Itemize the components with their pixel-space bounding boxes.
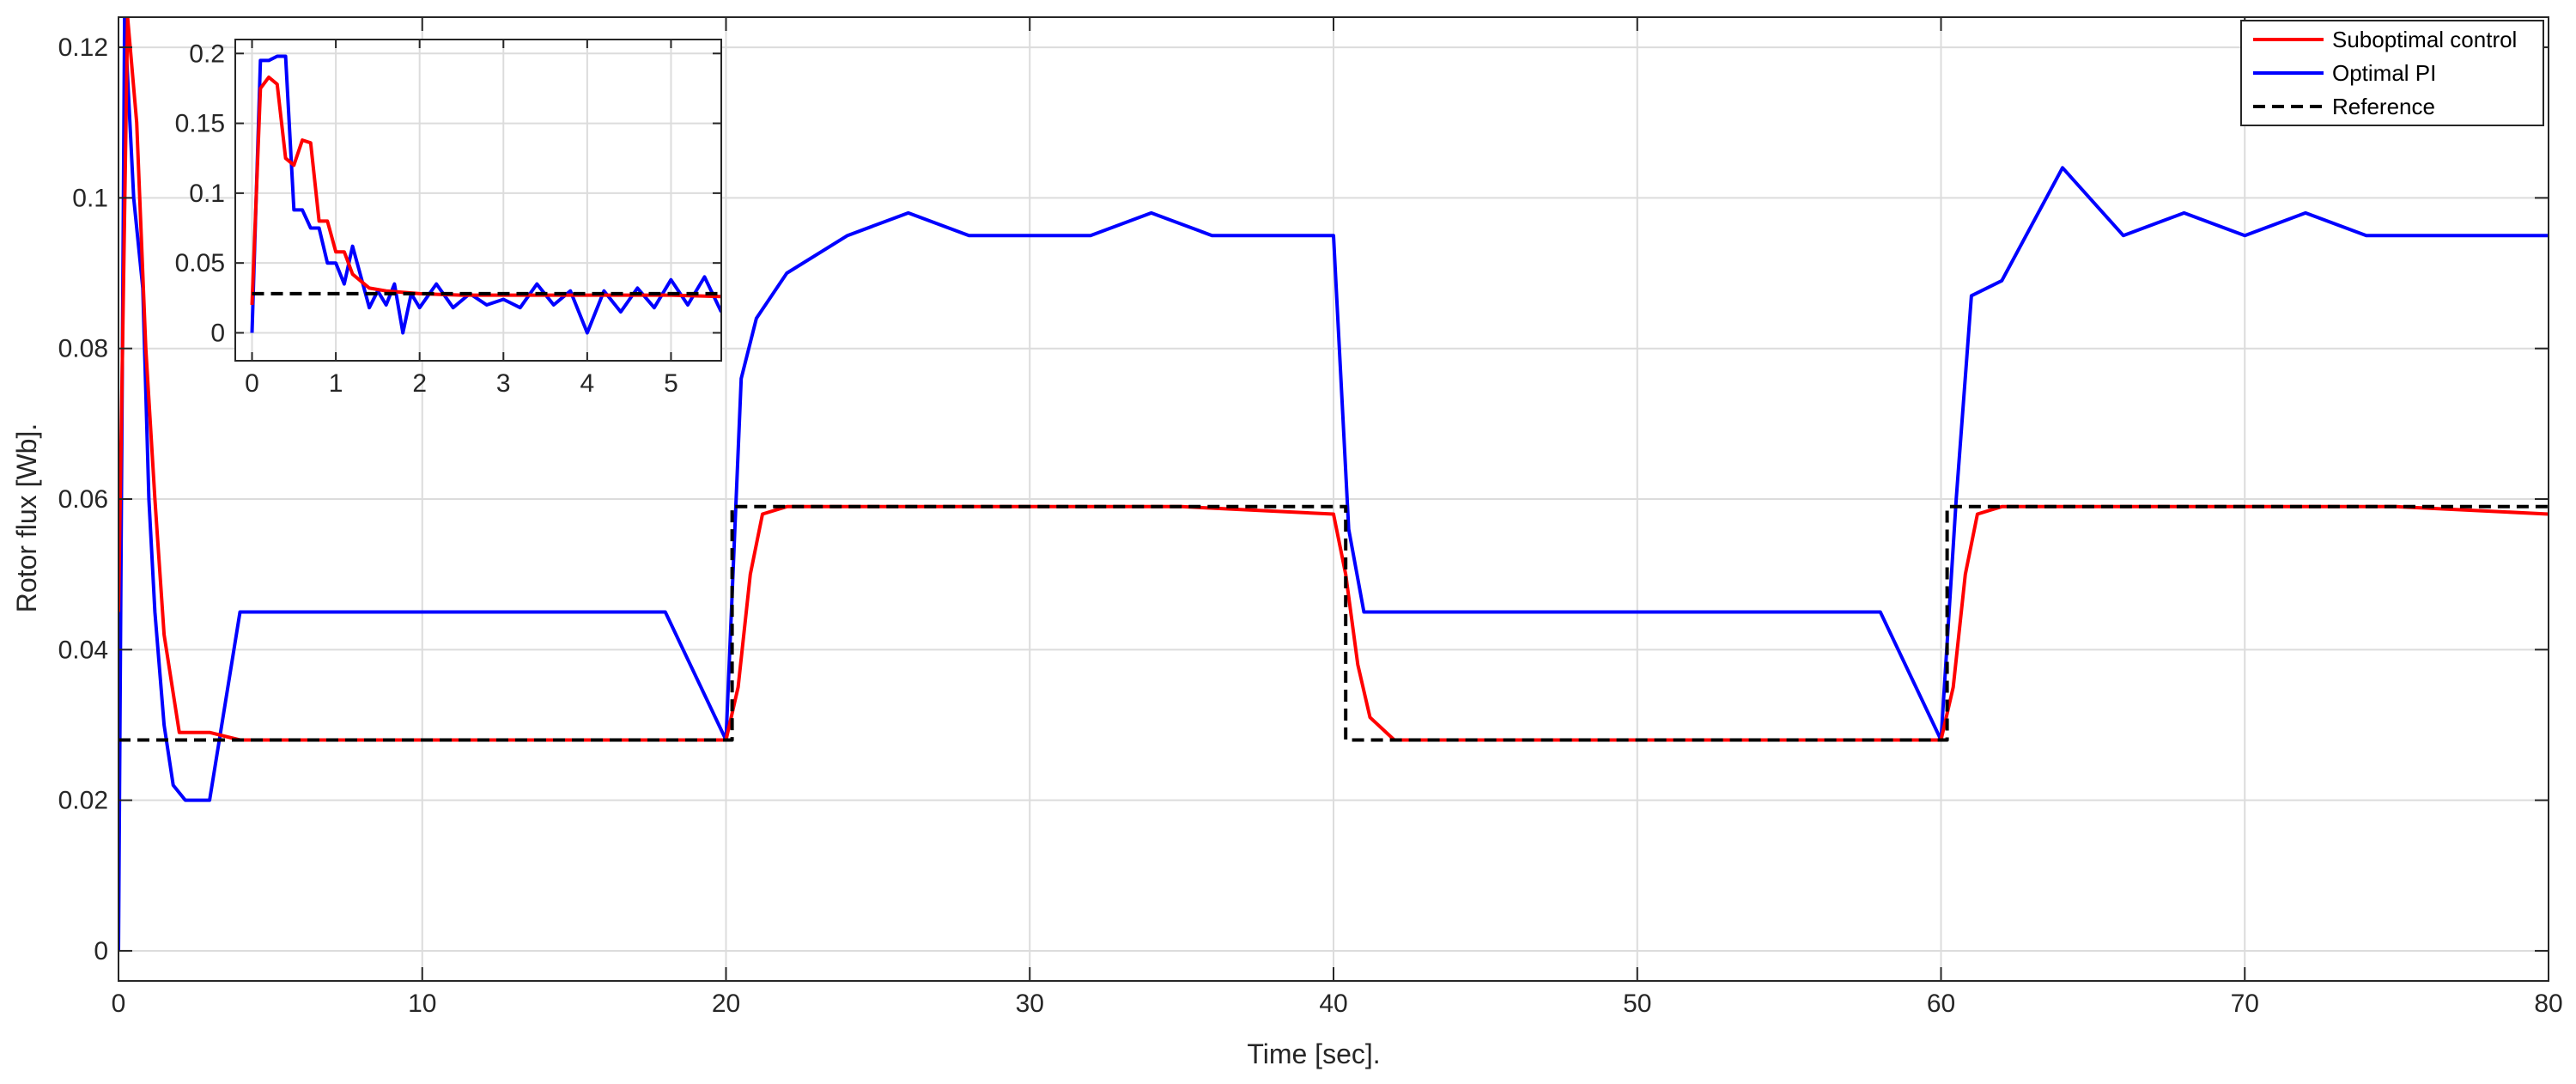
x-axis-label: Time [sec]. — [1247, 1038, 1380, 1069]
main-series-group — [118, 17, 2549, 951]
main-y-tick-label: 0.12 — [58, 33, 108, 62]
main-x-tick-label: 40 — [1319, 990, 1347, 1018]
inset-series-group — [250, 54, 721, 335]
main-x-tick-label: 60 — [1927, 990, 1955, 1018]
inset-y-tick-label: 0 — [210, 319, 225, 347]
inset-x-tick-label: 5 — [664, 369, 678, 398]
legend-label: Optimal PI — [2332, 60, 2436, 86]
inset-y-tick-label: 0.2 — [189, 40, 225, 68]
main-x-tick-label: 50 — [1623, 990, 1651, 1018]
inset-x-tick-label: 3 — [496, 369, 511, 398]
main-ticks: 0 10 20 30 40 50 60 70 8000.020.040.060.080.10.1… — [58, 17, 2563, 1018]
main-y-tick-label: 0.06 — [58, 485, 108, 514]
y-axis-label: Rotor flux [Wb]. — [11, 423, 42, 613]
legend: Suboptimal control Optimal PI Reference — [2240, 20, 2544, 126]
main-x-tick-label: 30 — [1016, 990, 1044, 1018]
main-y-tick-label: 0.02 — [58, 787, 108, 815]
inset-ticks: 0 1 2 3 4 5 0 0.05 0.1 0.15 0.2 — [175, 40, 721, 398]
inset-background — [235, 40, 721, 361]
inset-y-tick-label: 0.1 — [189, 180, 225, 208]
inset-plot-area: 0 1 2 3 4 5 0 0.05 0.1 0.15 0.2 — [175, 39, 722, 398]
main-x-tick-label: 10 — [408, 990, 436, 1018]
legend-label: Suboptimal control — [2332, 27, 2517, 52]
inset-plot-frame — [234, 39, 722, 362]
inset-x-tick-label: 0 — [245, 369, 259, 398]
main-x-tick-label: 70 — [2231, 990, 2259, 1018]
main-plot-area: 0 10 20 30 40 50 60 70 8000.020.040.060.080.10.1… — [58, 16, 2563, 1018]
inset-y-tick-label: 0.05 — [175, 249, 225, 277]
main-y-tick-label: 0.04 — [58, 636, 108, 664]
main-y-tick-label: 0.08 — [58, 335, 108, 363]
inset-y-tick-label: 0.15 — [175, 110, 225, 138]
main-x-tick-label: 0 — [112, 990, 126, 1018]
main-series-line-2 — [118, 504, 2549, 742]
main-y-tick-label: 0 — [94, 937, 108, 965]
main-x-tick-label: 20 — [712, 990, 740, 1018]
inset-x-tick-label: 1 — [329, 369, 343, 398]
inset-x-tick-label: 2 — [412, 369, 427, 398]
main-series-line-1 — [118, 17, 2549, 951]
legend-label: Reference — [2332, 94, 2435, 119]
inset-x-tick-label: 4 — [580, 369, 595, 398]
main-x-tick-label: 80 — [2534, 990, 2562, 1018]
main-y-tick-label: 0.1 — [72, 184, 108, 212]
